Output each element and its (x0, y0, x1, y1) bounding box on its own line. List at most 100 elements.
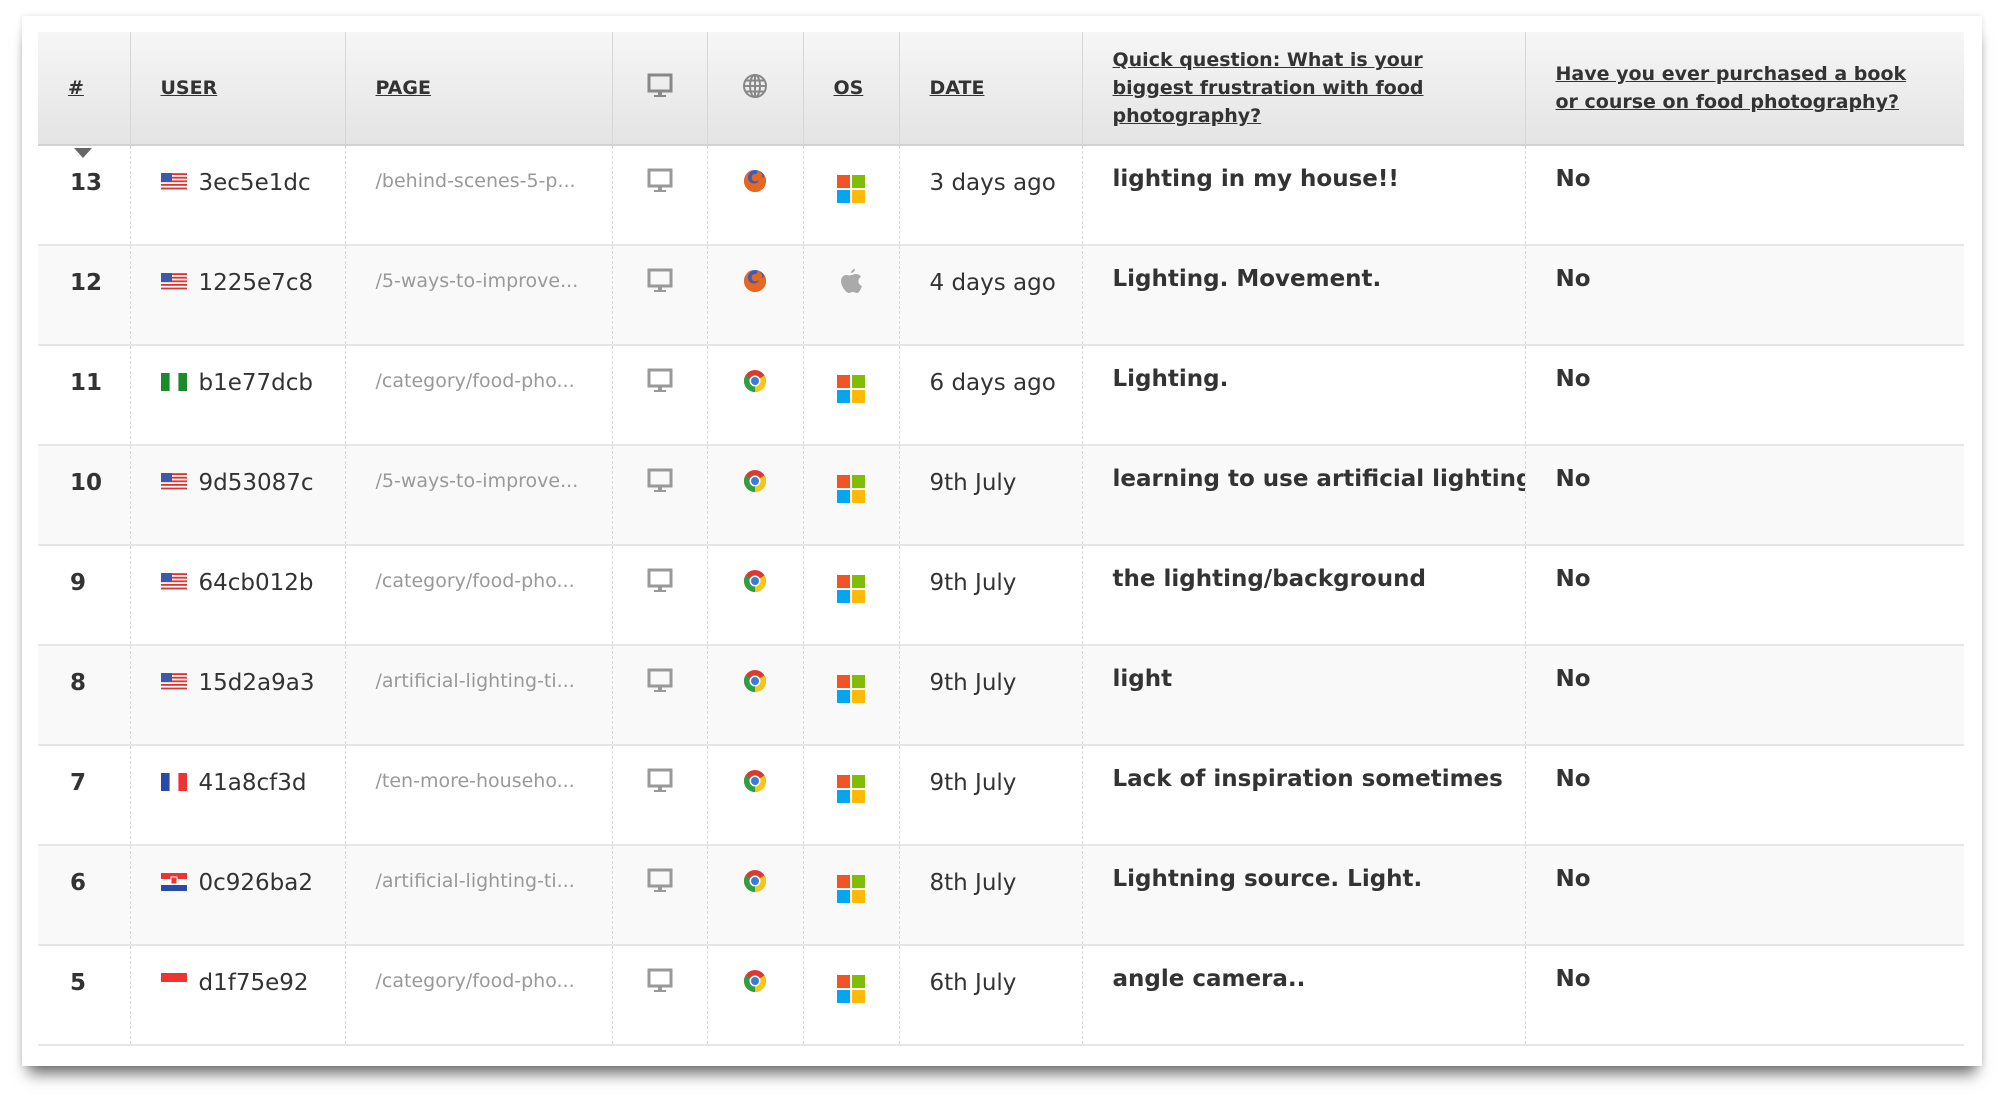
user-id[interactable]: 9d53087c (198, 470, 314, 496)
page-cell[interactable]: /5-ways-to-improve... (345, 245, 613, 346)
monitor-icon (647, 73, 672, 97)
question-2-answer: No (1525, 645, 1964, 746)
row-number: 7 (38, 745, 131, 846)
os-cell (803, 545, 900, 646)
page-cell[interactable]: /artificial-lighting-ti... (345, 845, 613, 946)
device-cell (612, 745, 708, 846)
browser-cell (707, 645, 804, 746)
page-cell[interactable]: /5-ways-to-improve... (345, 445, 613, 546)
user-id[interactable]: 15d2a9a3 (198, 670, 315, 696)
user-id[interactable]: 41a8cf3d (198, 770, 307, 796)
responses-card: # USER PAGE OS DATE Quick question: What… (22, 16, 1982, 1066)
question-1-answer: learning to use artificial lighting. (1082, 445, 1526, 546)
column-header-number[interactable]: # (38, 32, 131, 158)
user-cell[interactable]: 15d2a9a3 (130, 645, 346, 746)
firefox-icon (742, 170, 768, 200)
row-number: 11 (38, 345, 131, 446)
sort-date-link[interactable]: DATE (929, 77, 985, 99)
windows-icon (837, 468, 865, 503)
responses-table: # USER PAGE OS DATE Quick question: What… (38, 32, 1964, 1046)
date-cell: 8th July (899, 845, 1083, 946)
user-cell[interactable]: 41a8cf3d (130, 745, 346, 846)
user-id[interactable]: 3ec5e1dc (198, 170, 311, 196)
column-header-browser[interactable] (707, 32, 804, 146)
user-cell[interactable]: d1f75e92 (130, 945, 346, 1046)
os-cell (803, 145, 900, 246)
browser-cell (707, 145, 804, 246)
flag-fr-icon (160, 772, 187, 791)
table-row[interactable]: 5 d1f75e92/category/food-pho... 6th July an… (38, 945, 1964, 1046)
table-row[interactable]: 7 41a8cf3d/ten-more-househo... 9th July Lac… (38, 745, 1964, 846)
chrome-icon (742, 570, 768, 600)
sort-page-link[interactable]: PAGE (375, 77, 431, 99)
device-cell (612, 845, 708, 946)
globe-icon (743, 73, 767, 98)
user-cell[interactable]: 0c926ba2 (130, 845, 346, 946)
user-id[interactable]: 64cb012b (198, 570, 314, 596)
flag-us-icon (160, 572, 187, 591)
question-1-answer: lighting in my house!! (1082, 145, 1526, 246)
question-2-answer: No (1525, 845, 1964, 946)
windows-icon (837, 868, 865, 903)
os-cell (803, 445, 900, 546)
user-id[interactable]: b1e77dcb (198, 370, 314, 396)
table-row[interactable]: 10 9d53087c/5-ways-to-improve... 9th July l… (38, 445, 1964, 546)
device-cell (612, 945, 708, 1046)
question-1-answer: angle camera.. (1082, 945, 1526, 1046)
user-cell[interactable]: 64cb012b (130, 545, 346, 646)
header-row: # USER PAGE OS DATE Quick question: What… (38, 32, 1964, 158)
table-row[interactable]: 6 0c926ba2/artificial-lighting-ti... 8th J… (38, 845, 1964, 946)
table-row[interactable]: 8 15d2a9a3/artificial-lighting-ti... 9th J… (38, 645, 1964, 746)
date-cell: 6th July (899, 945, 1083, 1046)
date-cell: 4 days ago (899, 245, 1083, 346)
row-number: 12 (38, 245, 131, 346)
table-row[interactable]: 12 1225e7c8/5-ways-to-improve... 4 days ag… (38, 245, 1964, 346)
page-cell[interactable]: /category/food-pho... (345, 545, 613, 646)
sort-number-link[interactable]: # (68, 77, 84, 99)
column-header-os[interactable]: OS (803, 32, 900, 146)
page-cell[interactable]: /behind-scenes-5-p... (345, 145, 613, 246)
table-row[interactable]: 13 3ec5e1dc/behind-scenes-5-p... 3 days ag… (38, 145, 1964, 246)
flag-id-icon (160, 972, 187, 991)
chrome-icon (742, 670, 768, 700)
flag-us-icon (160, 472, 187, 491)
page-cell[interactable]: /artificial-lighting-ti... (345, 645, 613, 746)
sort-os-link[interactable]: OS (833, 77, 864, 99)
sort-question-1-link[interactable]: Quick question: What is your biggest fru… (1112, 49, 1424, 127)
os-cell (803, 945, 900, 1046)
flag-hr-icon (160, 872, 187, 891)
page-cell[interactable]: /ten-more-househo... (345, 745, 613, 846)
user-cell[interactable]: 1225e7c8 (130, 245, 346, 346)
question-1-answer: Lighting. Movement. (1082, 245, 1526, 346)
sort-user-link[interactable]: USER (160, 77, 218, 99)
table-row[interactable]: 9 64cb012b/category/food-pho... 9th July th… (38, 545, 1964, 646)
table-row[interactable]: 11 b1e77dcb/category/food-pho... 6 days ag… (38, 345, 1964, 446)
windows-icon (837, 368, 865, 403)
user-id[interactable]: 1225e7c8 (198, 270, 314, 296)
monitor-icon (647, 968, 673, 1000)
question-1-answer: light (1082, 645, 1526, 746)
browser-cell (707, 945, 804, 1046)
page-cell[interactable]: /category/food-pho... (345, 345, 613, 446)
monitor-icon (647, 168, 673, 200)
user-id[interactable]: 0c926ba2 (198, 870, 314, 896)
device-cell (612, 345, 708, 446)
user-cell[interactable]: b1e77dcb (130, 345, 346, 446)
flag-us-icon (160, 172, 187, 191)
question-2-answer: No (1525, 145, 1964, 246)
column-header-device[interactable] (612, 32, 708, 146)
user-id[interactable]: d1f75e92 (198, 970, 309, 996)
monitor-icon (647, 468, 673, 500)
page-cell[interactable]: /category/food-pho... (345, 945, 613, 1046)
column-header-page[interactable]: PAGE (345, 32, 613, 146)
browser-cell (707, 345, 804, 446)
user-cell[interactable]: 3ec5e1dc (130, 145, 346, 246)
windows-icon (837, 768, 865, 803)
column-header-question-1[interactable]: Quick question: What is your biggest fru… (1082, 32, 1526, 146)
column-header-user[interactable]: USER (130, 32, 346, 146)
column-header-question-2[interactable]: Have you ever purchased a book or course… (1525, 32, 1964, 146)
column-header-date[interactable]: DATE (899, 32, 1083, 146)
sort-question-2-link[interactable]: Have you ever purchased a book or course… (1555, 63, 1907, 113)
user-cell[interactable]: 9d53087c (130, 445, 346, 546)
browser-cell (707, 745, 804, 846)
